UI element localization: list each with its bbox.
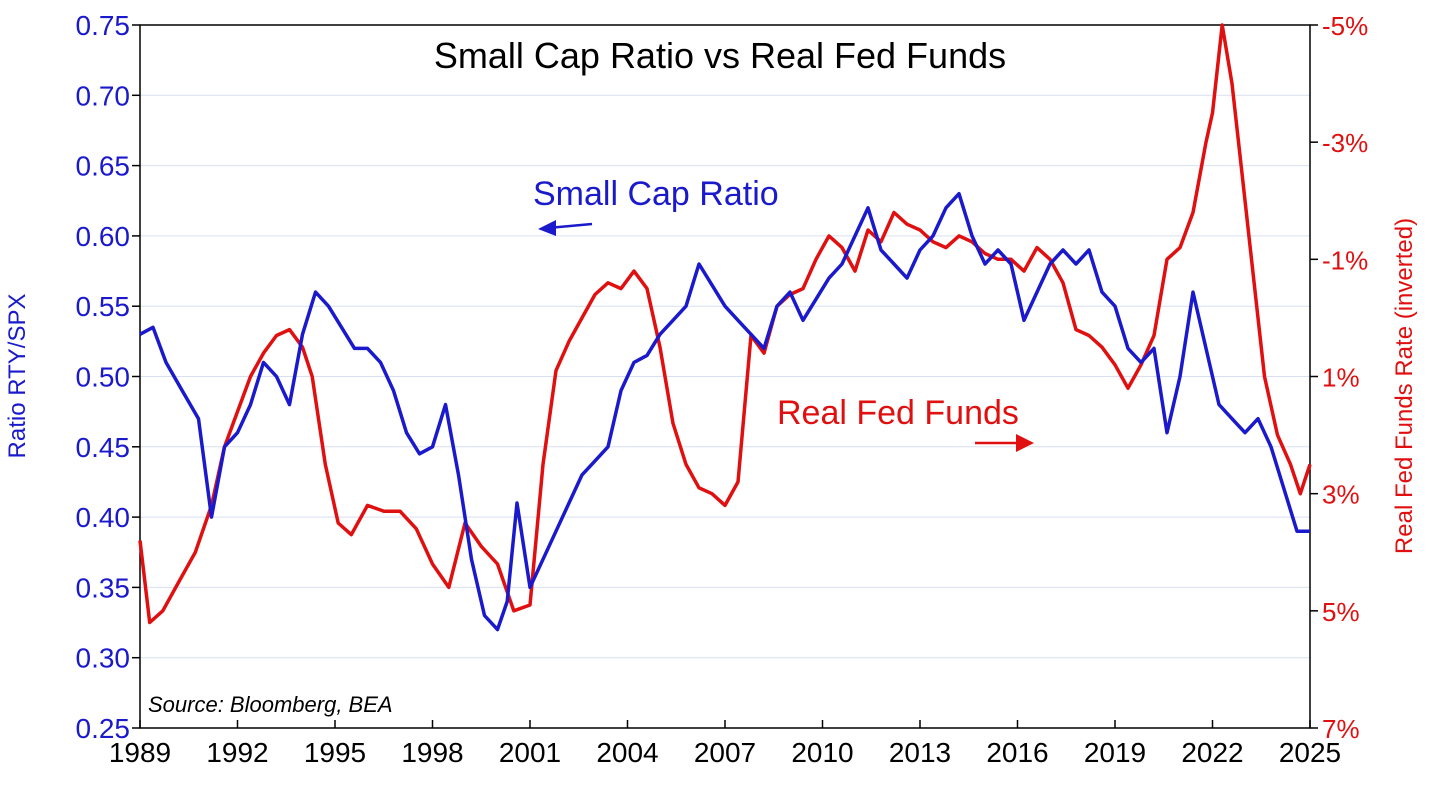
series-line-real-fed-funds <box>138 23 1312 625</box>
y-tick-right: 1% <box>1322 363 1360 393</box>
series-line-small-cap-ratio <box>139 191 1310 632</box>
y-tick-right: 7% <box>1322 714 1360 744</box>
y-tick-left: 0.75 <box>76 10 131 41</box>
x-tick: 2007 <box>694 737 756 768</box>
x-tick: 2016 <box>986 737 1048 768</box>
x-tick: 1998 <box>401 737 463 768</box>
x-tick: 2025 <box>1279 737 1341 768</box>
y-axis-label-left: Ratio RTY/SPX <box>4 294 31 459</box>
y-tick-right: 3% <box>1322 480 1360 510</box>
y-axis-label-right: Real Fed Funds Rate (inverted) <box>1391 218 1418 554</box>
series-layer <box>138 23 1312 632</box>
y-tick-left: 0.50 <box>76 362 131 393</box>
y-tick-left: 0.30 <box>76 643 131 674</box>
y-tick-left: 0.45 <box>76 432 131 463</box>
y-tick-right: 5% <box>1322 597 1360 627</box>
x-tick: 2010 <box>791 737 853 768</box>
y-tick-right: -3% <box>1322 128 1368 158</box>
source-note: Source: Bloomberg, BEA <box>148 692 393 717</box>
x-tick: 2022 <box>1181 737 1243 768</box>
grid-lines <box>140 94 1310 659</box>
y-tick-left: 0.40 <box>76 502 131 533</box>
y-tick-right: -5% <box>1322 11 1368 41</box>
annotation-real-fed-funds: Real Fed Funds <box>777 394 1019 432</box>
x-tick: 2001 <box>499 737 561 768</box>
x-tick: 1995 <box>304 737 366 768</box>
x-tick: 2019 <box>1084 737 1146 768</box>
x-tick: 2013 <box>889 737 951 768</box>
x-tick: 2004 <box>596 737 658 768</box>
x-tick: 1992 <box>206 737 268 768</box>
y-tick-left: 0.70 <box>76 80 131 111</box>
y-tick-left: 0.55 <box>76 291 131 322</box>
arrow-left-icon <box>538 220 593 236</box>
y-tick-left: 0.25 <box>76 713 131 744</box>
x-tick: 1989 <box>109 737 171 768</box>
ticks-layer: 0.75 0.70 0.65 0.60 0.55 0.50 0.45 0.40 0.35 0.30… <box>76 10 1369 768</box>
annotation-small-cap-ratio: Small Cap Ratio <box>533 175 779 213</box>
arrow-right-icon <box>975 434 1034 452</box>
chart-title: Small Cap Ratio vs Real Fed Funds <box>434 35 1006 76</box>
y-tick-left: 0.35 <box>76 572 131 603</box>
y-tick-left: 0.60 <box>76 221 131 252</box>
y-tick-right: -1% <box>1322 245 1368 275</box>
y-tick-left: 0.65 <box>76 151 131 182</box>
